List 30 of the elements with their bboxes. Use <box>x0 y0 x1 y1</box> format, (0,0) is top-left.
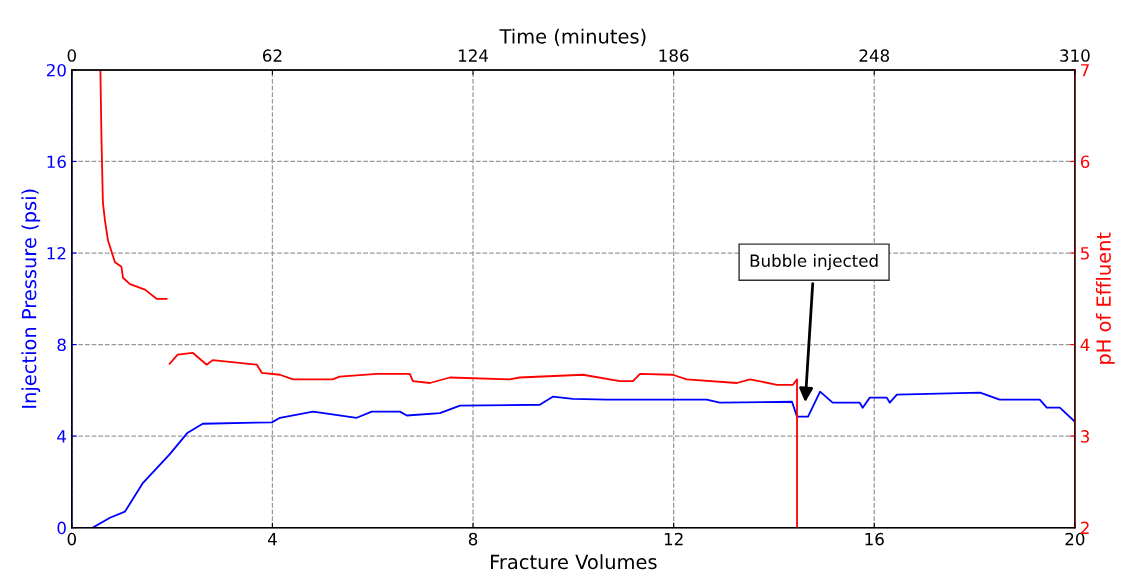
y2-tick-label: 5 <box>1081 247 1089 260</box>
x-axis-title: Fracture Volumes <box>491 554 657 570</box>
x2-tick-label: 0 <box>67 49 76 62</box>
y2-tick-label: 7 <box>1081 64 1089 77</box>
x-tick-label: 4 <box>267 532 277 546</box>
y-tick-label: 16 <box>47 155 66 169</box>
y-tick-label: 8 <box>57 338 66 352</box>
y-tick-label: 4 <box>57 430 67 443</box>
y-axis-title: Injection Pressure (psi) <box>21 189 41 408</box>
y2-tick-label: 6 <box>1080 155 1090 169</box>
y2-tick-label: 4 <box>1080 338 1090 351</box>
x2-tick-label: 124 <box>458 49 489 62</box>
y-tick-label: 0 <box>57 521 66 535</box>
x2-tick-label: 310 <box>1060 49 1090 62</box>
x2-tick-label: 62 <box>262 49 282 62</box>
x-tick-label: 0 <box>67 532 76 546</box>
x2-tick-label: 248 <box>859 49 890 62</box>
y2-axis-title: pH of Effluent <box>1095 232 1115 364</box>
y2-tick-label: 2 <box>1080 521 1089 534</box>
x-tick-label: 12 <box>664 532 683 546</box>
y2-tick-label: 3 <box>1081 430 1090 443</box>
x-tick-label: 8 <box>468 532 478 546</box>
x2-axis-title: Time (minutes) <box>499 28 646 46</box>
y-tick-label: 20 <box>46 63 66 77</box>
line-series <box>91 390 1075 528</box>
x-tick-label: 20 <box>1065 532 1085 546</box>
y-tick-label: 12 <box>47 246 66 260</box>
x2-tick-label: 186 <box>659 49 689 62</box>
annotation: Bubble injected <box>750 254 878 271</box>
x-tick-label: 16 <box>865 532 884 546</box>
